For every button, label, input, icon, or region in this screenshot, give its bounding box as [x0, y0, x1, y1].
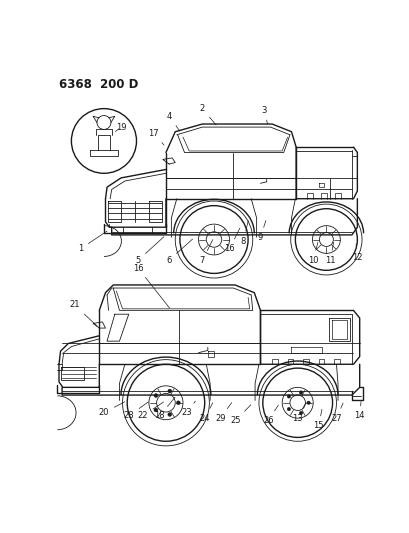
Circle shape — [287, 407, 290, 411]
Text: 18: 18 — [154, 397, 175, 421]
Circle shape — [167, 413, 171, 416]
Circle shape — [154, 408, 157, 412]
Text: 15: 15 — [312, 409, 323, 430]
Circle shape — [299, 411, 302, 415]
Text: 17: 17 — [148, 129, 164, 145]
Text: 23: 23 — [181, 401, 195, 417]
Text: 22: 22 — [137, 402, 163, 421]
Text: 14: 14 — [354, 402, 364, 421]
Text: 4: 4 — [166, 112, 180, 131]
Text: 27: 27 — [330, 403, 342, 423]
Circle shape — [299, 391, 302, 394]
Text: 11: 11 — [324, 243, 335, 265]
Text: 28: 28 — [123, 402, 148, 421]
Text: 6: 6 — [166, 239, 192, 265]
Circle shape — [176, 401, 180, 405]
Text: 7: 7 — [199, 240, 212, 265]
Text: 19: 19 — [115, 123, 126, 132]
Text: 24: 24 — [199, 403, 212, 423]
Text: 1: 1 — [78, 231, 107, 253]
Text: 12: 12 — [351, 244, 362, 262]
Circle shape — [306, 401, 310, 405]
Circle shape — [167, 389, 171, 393]
Text: 16: 16 — [224, 228, 239, 253]
Circle shape — [154, 393, 157, 398]
Text: 21: 21 — [69, 301, 97, 326]
Text: 26: 26 — [262, 405, 278, 425]
Text: 13: 13 — [292, 403, 305, 423]
Text: 3: 3 — [261, 106, 267, 124]
Text: 25: 25 — [230, 405, 250, 425]
Text: 8: 8 — [240, 221, 247, 246]
Text: 20: 20 — [99, 402, 124, 417]
Text: 29: 29 — [214, 402, 231, 423]
Text: 10: 10 — [307, 242, 318, 265]
Text: 5: 5 — [135, 237, 164, 265]
Text: 9: 9 — [257, 221, 265, 241]
Text: 6368  200 D: 6368 200 D — [59, 78, 138, 91]
Text: 16: 16 — [133, 263, 169, 308]
Text: 2: 2 — [199, 104, 216, 125]
Circle shape — [287, 395, 290, 398]
